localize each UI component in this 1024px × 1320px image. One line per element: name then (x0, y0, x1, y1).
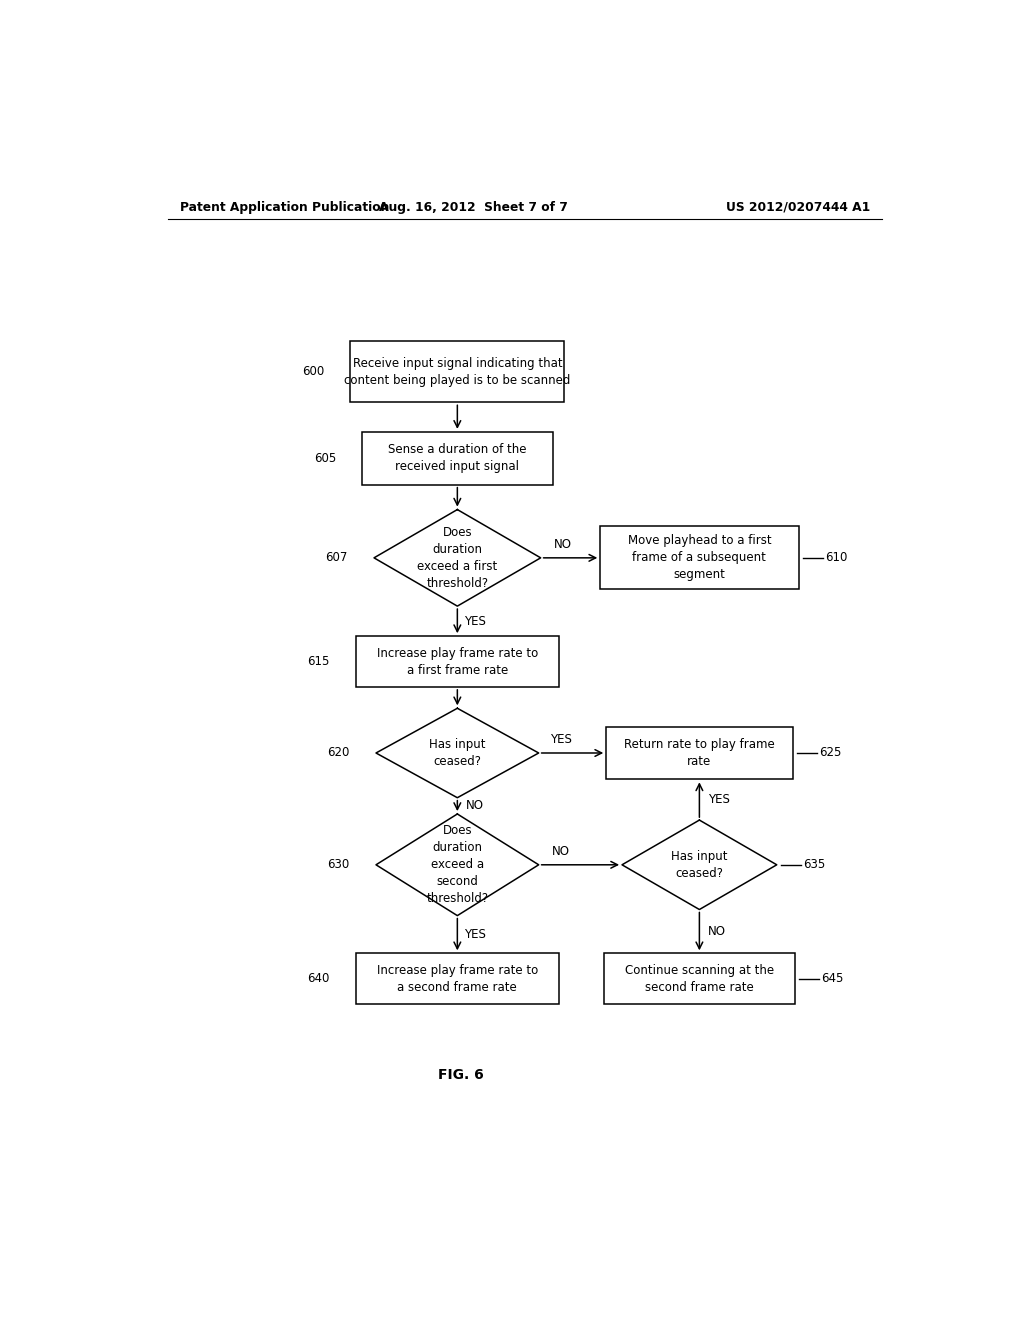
Text: 645: 645 (821, 972, 843, 985)
Text: Does
duration
exceed a
second
threshold?: Does duration exceed a second threshold? (426, 824, 488, 906)
Text: Has input
ceased?: Has input ceased? (429, 738, 485, 768)
Text: NO: NO (466, 800, 483, 812)
Text: Increase play frame rate to
a first frame rate: Increase play frame rate to a first fram… (377, 647, 538, 677)
Text: YES: YES (464, 615, 485, 627)
FancyBboxPatch shape (356, 636, 558, 686)
Text: 620: 620 (328, 747, 350, 759)
Text: Move playhead to a first
frame of a subsequent
segment: Move playhead to a first frame of a subs… (628, 535, 771, 581)
Text: NO: NO (554, 539, 571, 552)
Text: 640: 640 (307, 972, 330, 985)
Text: 607: 607 (326, 552, 348, 565)
FancyBboxPatch shape (362, 432, 553, 484)
FancyBboxPatch shape (606, 726, 793, 779)
Text: 600: 600 (302, 366, 324, 379)
Text: NO: NO (708, 925, 726, 939)
Text: 610: 610 (824, 552, 847, 565)
FancyBboxPatch shape (350, 342, 564, 403)
FancyBboxPatch shape (600, 527, 799, 589)
Text: 625: 625 (819, 747, 841, 759)
Text: 605: 605 (313, 451, 336, 465)
Text: YES: YES (464, 928, 485, 941)
Text: Sense a duration of the
received input signal: Sense a duration of the received input s… (388, 444, 526, 474)
Text: YES: YES (709, 793, 730, 807)
Text: Continue scanning at the
second frame rate: Continue scanning at the second frame ra… (625, 964, 774, 994)
Text: 630: 630 (328, 858, 350, 871)
Text: Has input
ceased?: Has input ceased? (671, 850, 728, 880)
FancyBboxPatch shape (604, 953, 795, 1005)
Text: 615: 615 (307, 655, 330, 668)
Text: Aug. 16, 2012  Sheet 7 of 7: Aug. 16, 2012 Sheet 7 of 7 (379, 201, 567, 214)
FancyBboxPatch shape (356, 953, 558, 1005)
Text: Patent Application Publication: Patent Application Publication (179, 201, 389, 214)
Text: Return rate to play frame
rate: Return rate to play frame rate (624, 738, 775, 768)
Text: US 2012/0207444 A1: US 2012/0207444 A1 (726, 201, 870, 214)
Text: NO: NO (552, 845, 570, 858)
Text: Increase play frame rate to
a second frame rate: Increase play frame rate to a second fra… (377, 964, 538, 994)
Text: 635: 635 (803, 858, 825, 871)
Text: Does
duration
exceed a first
threshold?: Does duration exceed a first threshold? (417, 525, 498, 590)
Text: YES: YES (550, 734, 571, 746)
Text: Receive input signal indicating that
content being played is to be scanned: Receive input signal indicating that con… (344, 356, 570, 387)
Text: FIG. 6: FIG. 6 (438, 1068, 484, 1082)
